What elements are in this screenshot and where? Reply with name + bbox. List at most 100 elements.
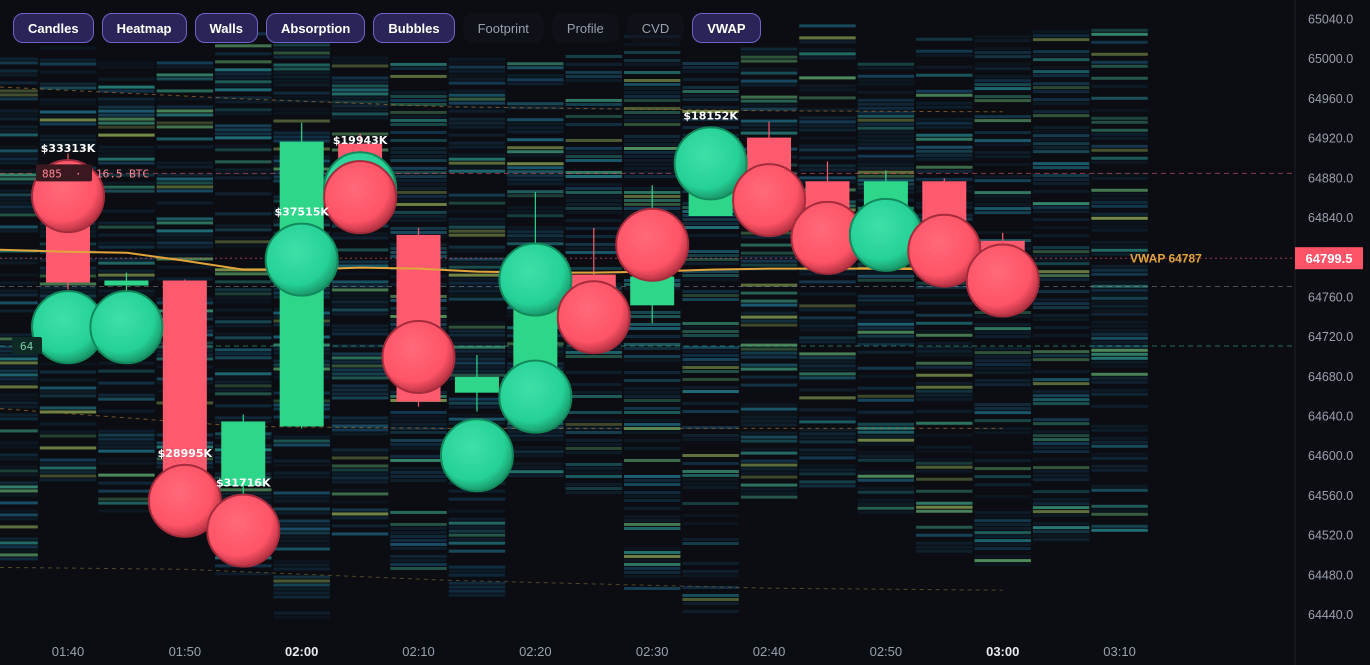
heatmap-cell: [98, 225, 155, 229]
heatmap-cell: [857, 374, 915, 378]
heatmap-cell: [448, 117, 506, 121]
heatmap-cell: [448, 509, 506, 513]
cvd-toggle-button[interactable]: CVD: [626, 13, 685, 43]
heatmap-cell: [273, 99, 330, 103]
heatmap-cell: [1091, 328, 1148, 332]
heatmap-cell: [740, 367, 798, 371]
heatmap-cell: [448, 413, 506, 417]
heatmap-cell: [1091, 220, 1148, 224]
heatmap-cell: [1032, 126, 1090, 130]
heatmap-toggle-button[interactable]: Heatmap: [101, 13, 187, 43]
heatmap-cell: [623, 554, 681, 558]
heatmap-cell: [1091, 40, 1148, 44]
heatmap-cell: [39, 146, 97, 150]
vwap-toggle-button[interactable]: VWAP: [692, 13, 761, 43]
heatmap-cell: [740, 491, 798, 495]
candles-toggle-button[interactable]: Candles: [13, 13, 94, 43]
heatmap-cell: [857, 138, 915, 142]
heatmap-cell: [156, 245, 214, 249]
heatmap-cell: [623, 446, 681, 450]
heatmap-cell: [623, 94, 681, 98]
heatmap-cell: [448, 497, 506, 501]
heatmap-cell: [1091, 424, 1148, 428]
absorption-toggle-button[interactable]: Absorption: [265, 13, 366, 43]
heatmap-cell: [974, 115, 1031, 119]
heatmap-cell: [0, 73, 38, 77]
heatmap-cell: [682, 290, 739, 294]
band-lines: [0, 86, 1003, 591]
heatmap-cell: [390, 210, 447, 214]
heatmap-cell: [623, 370, 681, 374]
heatmap-cell: [740, 71, 798, 75]
heatmap-cell: [740, 471, 798, 475]
heatmap-cell: [507, 166, 564, 170]
heatmap-cell: [215, 292, 272, 296]
heatmap-cell: [0, 213, 38, 217]
heatmap-cell: [682, 226, 739, 230]
heatmap-cell: [974, 51, 1031, 55]
heatmap-cell: [1032, 274, 1090, 278]
heatmap-cell: [448, 261, 506, 265]
footprint-toggle-button[interactable]: Footprint: [462, 13, 544, 43]
heatmap-cell: [1091, 484, 1148, 488]
wall-levels: [0, 172, 1295, 347]
heatmap-cell: [974, 179, 1031, 183]
heatmap-cell: [565, 182, 622, 186]
walls-toggle-button[interactable]: Walls: [194, 13, 258, 43]
heatmap-cell: [390, 410, 447, 414]
time-tick-label: 01:40: [52, 644, 85, 659]
heatmap-cell: [623, 334, 681, 338]
heatmap-cell: [448, 193, 506, 197]
heatmap-cell: [390, 182, 447, 186]
heatmap-cell: [273, 507, 330, 511]
heatmap-cell: [974, 383, 1031, 387]
heatmap-cell: [331, 376, 389, 380]
heatmap-cell: [1032, 498, 1090, 502]
bubbles-toggle-button[interactable]: Bubbles: [373, 13, 455, 43]
heatmap-cell: [1091, 132, 1148, 136]
heatmap-cell: [331, 92, 389, 96]
heatmap-cell: [273, 71, 330, 75]
heatmap-cell: [1032, 74, 1090, 78]
bubble-volume-label: $18152K: [683, 109, 738, 122]
heatmap-cell: [0, 197, 38, 201]
heatmap-cell: [623, 518, 681, 522]
heatmap-cell: [857, 386, 915, 390]
heatmap-cell: [156, 113, 214, 117]
heatmap-cell: [799, 440, 856, 444]
profile-toggle-button[interactable]: Profile: [551, 13, 619, 43]
heatmap-cell: [331, 248, 389, 252]
heatmap-cell: [916, 133, 973, 137]
heatmap-cell: [273, 55, 330, 59]
heatmap-cell: [740, 495, 798, 499]
heatmap-cell: [740, 347, 798, 351]
heatmap-cell: [799, 40, 856, 44]
heatmap-cell: [507, 130, 564, 134]
heatmap-cell: [1091, 204, 1148, 208]
heatmap-cell: [1032, 174, 1090, 178]
heatmap-cell: [331, 480, 389, 484]
heatmap-cell: [0, 413, 38, 417]
heatmap-cell: [448, 233, 506, 237]
heatmap-cell: [623, 514, 681, 518]
heatmap-cell: [0, 469, 38, 473]
heatmap-cell: [0, 545, 38, 549]
heatmap-cell: [974, 451, 1031, 455]
heatmap-cell: [507, 178, 564, 182]
heatmap-cell: [1032, 50, 1090, 54]
heatmap-cell: [98, 241, 155, 245]
heatmap-cell: [39, 102, 97, 106]
heatmap-cell: [448, 165, 506, 169]
heatmap-cell: [0, 57, 38, 61]
heatmap-cell: [215, 244, 272, 248]
heatmap-cell: [0, 117, 38, 121]
heatmap-cell: [507, 102, 564, 106]
heatmap-cell: [623, 426, 681, 430]
heatmap-cell: [0, 397, 38, 401]
heatmap-cell: [974, 559, 1031, 563]
heatmap-cell: [215, 88, 272, 92]
heatmap-cell: [390, 174, 447, 178]
price-tick-label: 64560.0: [1308, 489, 1353, 503]
